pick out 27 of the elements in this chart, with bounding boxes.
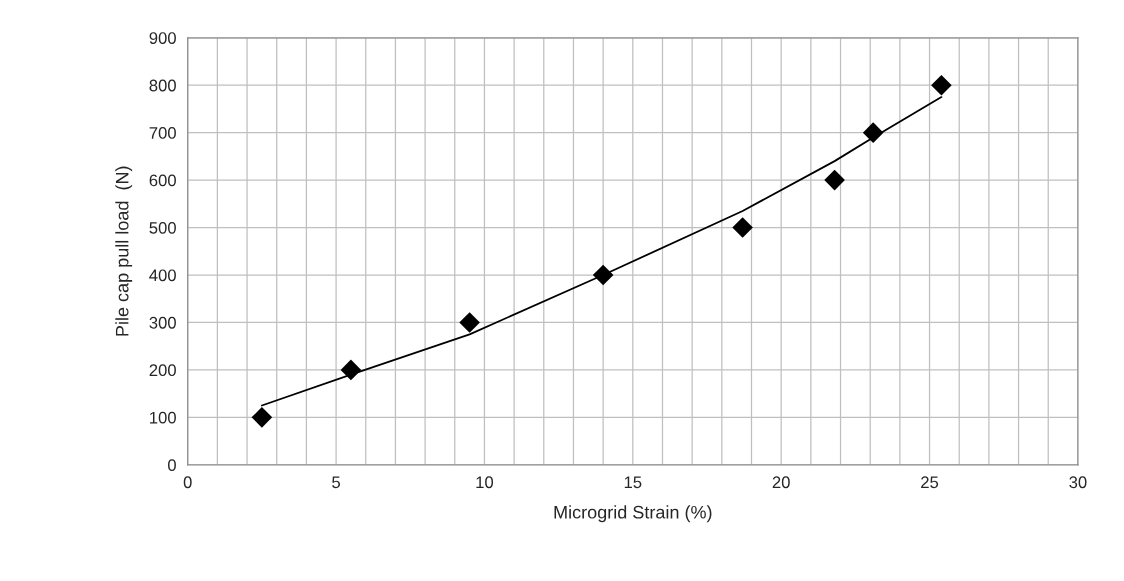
y-tick-label: 800 (149, 79, 176, 92)
point (459, 312, 480, 333)
y-tick-label: 0 (167, 459, 176, 471)
y-tick-label: 400 (149, 269, 176, 282)
x-tick-label: 5 (332, 476, 341, 489)
y-axis-title: Pile cap pull load (N) (115, 166, 133, 336)
y-tick-label: 500 (149, 221, 176, 234)
x-tick-label: 25 (921, 476, 939, 489)
point (340, 359, 362, 381)
x-tick-label: 15 (624, 476, 642, 489)
point (592, 264, 614, 286)
y-tick-label: 600 (149, 174, 176, 187)
y-tick-label: 100 (150, 411, 176, 424)
x-tick-label: 30 (1069, 476, 1087, 489)
y-tick-label: 900 (149, 32, 176, 44)
point (931, 74, 952, 96)
point (824, 169, 845, 191)
y-tick-label: 700 (149, 127, 176, 139)
x-tick-label: 0 (183, 476, 192, 489)
x-axis-title: Microgrid Strain (%) (554, 505, 712, 523)
x-tick-label: 20 (772, 476, 790, 489)
point (732, 217, 753, 238)
x-tick-label: 10 (476, 476, 494, 489)
y-tick-label: 300 (149, 316, 176, 329)
point (862, 122, 884, 143)
point (251, 407, 273, 428)
y-tick-label: 200 (149, 364, 176, 377)
